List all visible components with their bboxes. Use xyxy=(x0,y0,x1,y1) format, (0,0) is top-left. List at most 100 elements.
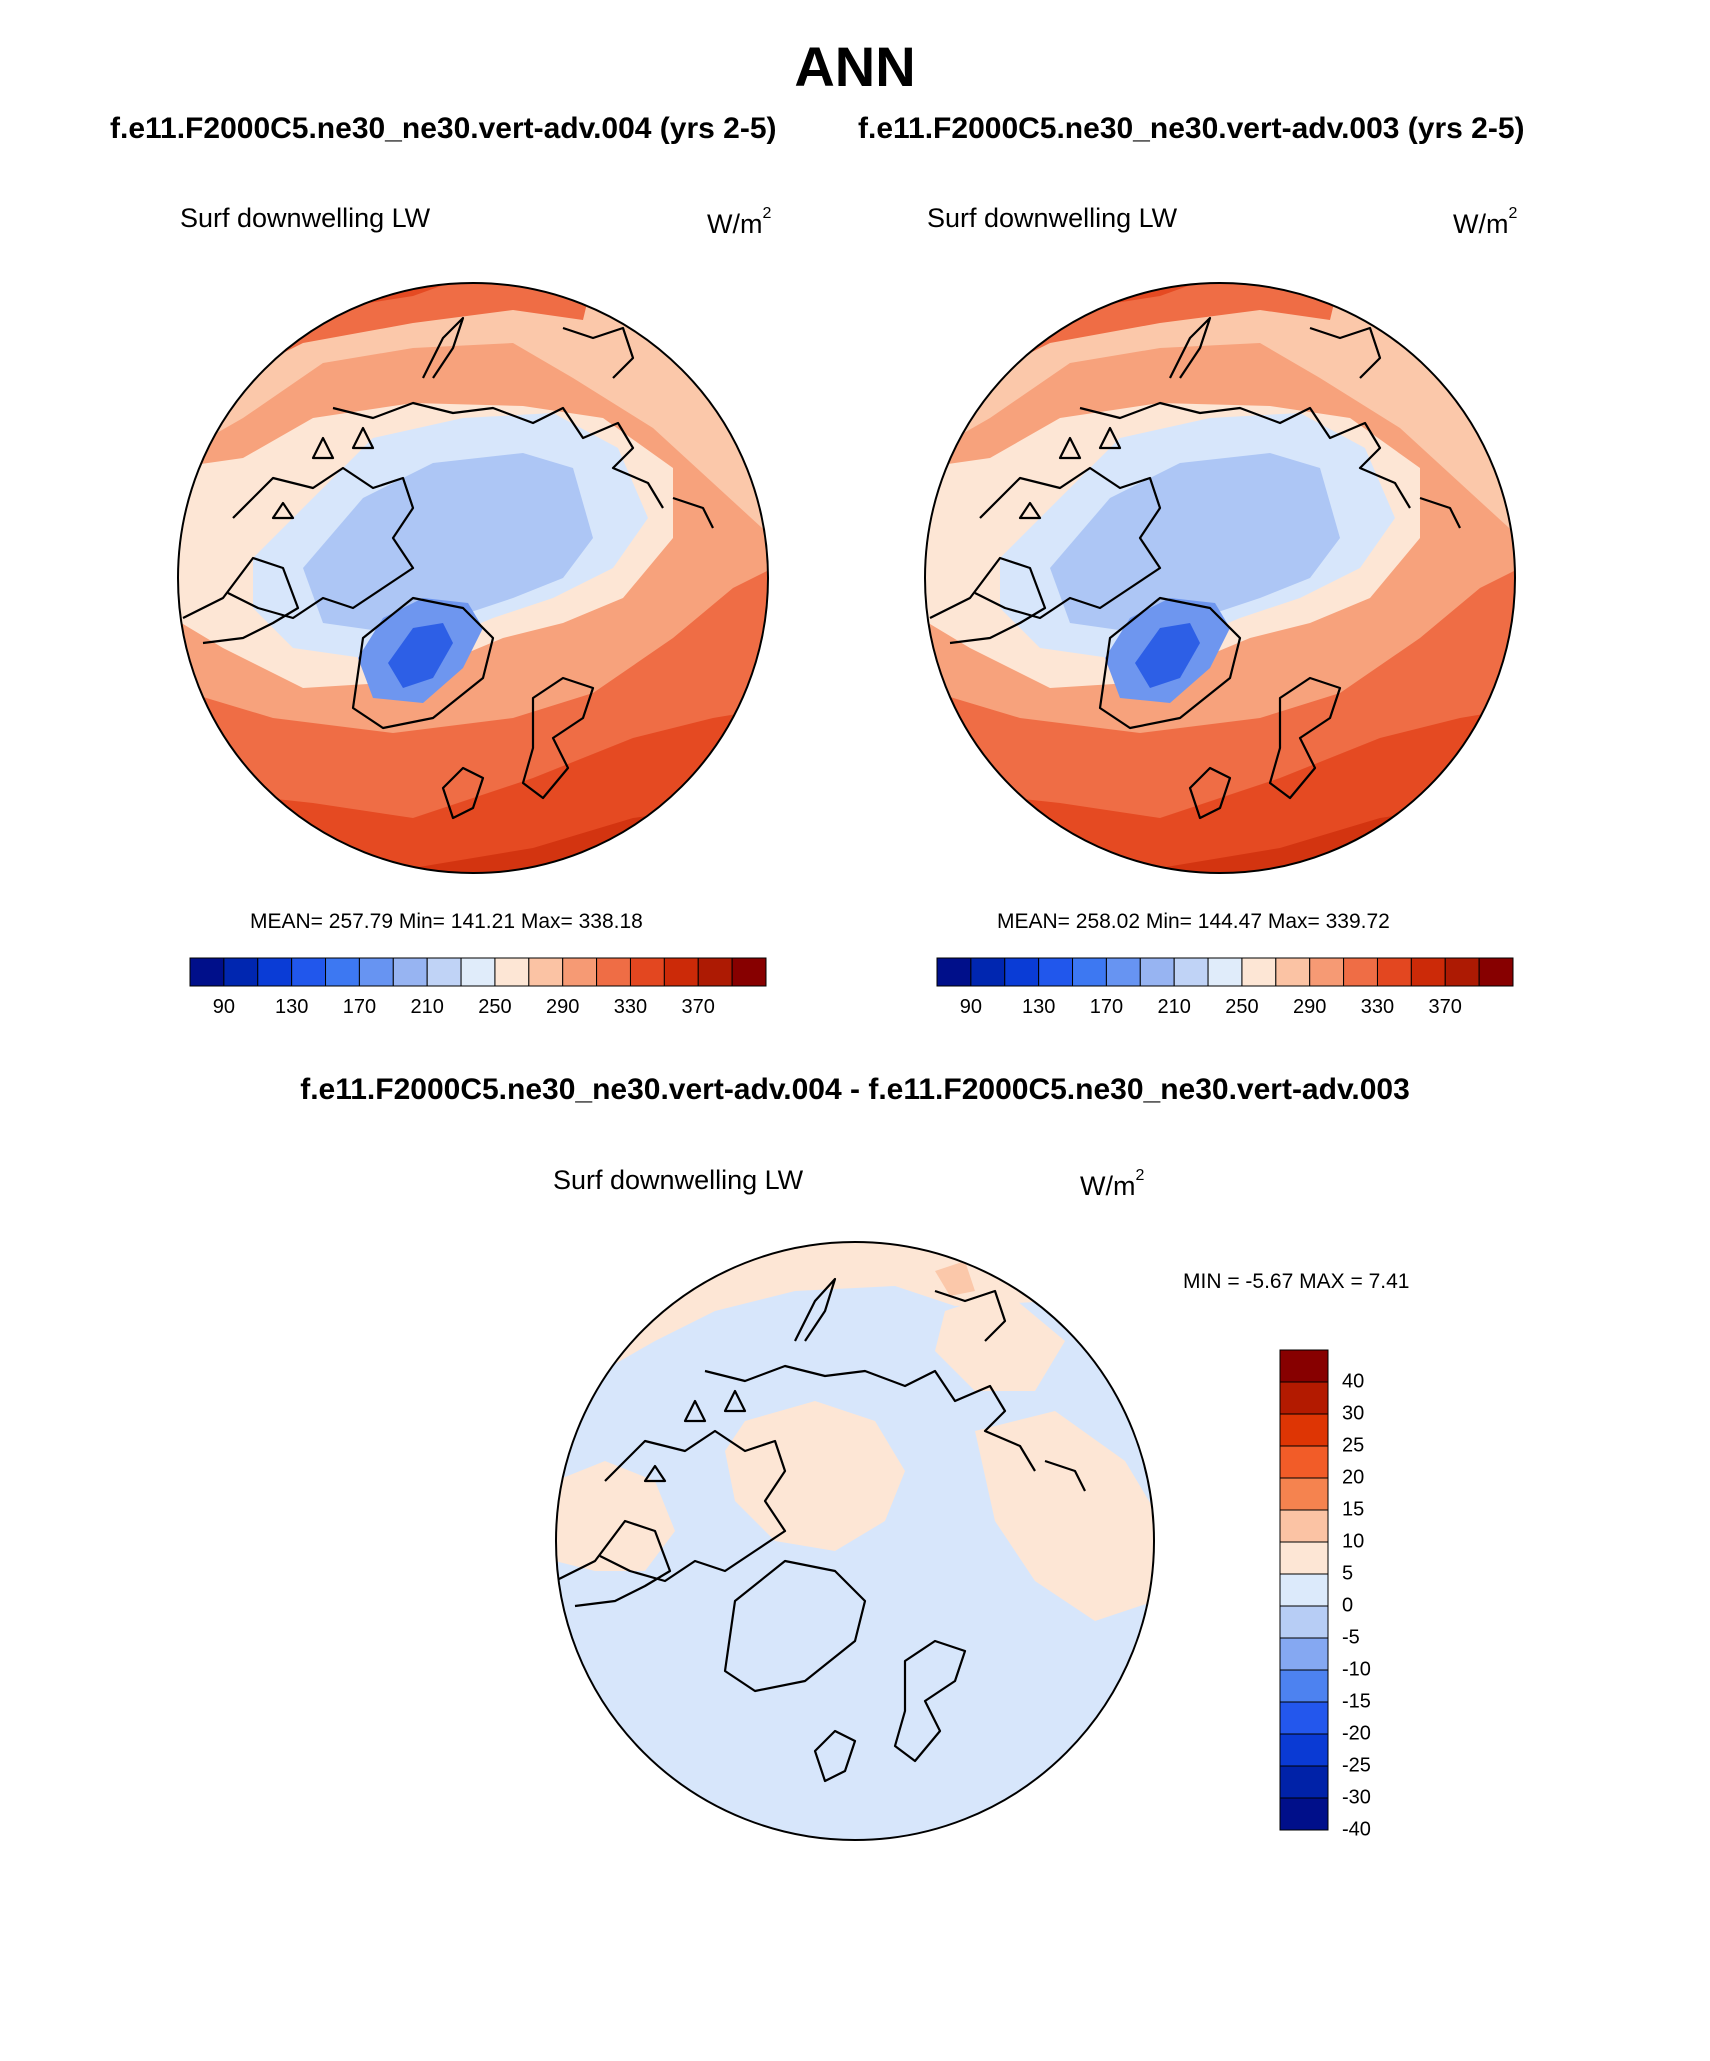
panel3-stats: MIN = -5.67 MAX = 7.41 xyxy=(1183,1270,1410,1293)
colorbar-box xyxy=(1038,957,1074,987)
colorbar-box xyxy=(1279,1381,1329,1415)
colorbar-box xyxy=(257,957,293,987)
colorbar-box xyxy=(358,957,394,987)
colorbar-box xyxy=(460,957,496,987)
colorbar-tick-label: 330 xyxy=(1360,996,1395,1018)
colorbar-tick-label: 30 xyxy=(1342,1402,1365,1425)
colorbar-tick-label: 20 xyxy=(1342,1466,1365,1489)
case-title-left: f.e11.F2000C5.ne30_ne30.vert-adv.004 (yr… xyxy=(110,112,777,145)
colorbar-box xyxy=(1279,1765,1329,1799)
colorbar-box xyxy=(291,957,327,987)
panel2-stats: MEAN= 258.02 Min= 144.47 Max= 339.72 xyxy=(997,910,1390,933)
colorbar-box xyxy=(1279,1701,1329,1735)
colorbar-box xyxy=(1105,957,1141,987)
map-panel2 xyxy=(920,278,1520,878)
colorbar-box xyxy=(1279,1573,1329,1607)
colorbar-tick-label: 130 xyxy=(1021,996,1056,1018)
colorbar-tick-label: -15 xyxy=(1342,1690,1371,1713)
panel3-variable-label: Surf downwelling LW xyxy=(553,1165,804,1195)
main-title: ANN xyxy=(794,35,916,98)
map-panel1 xyxy=(173,278,773,878)
panel2-units: W/m2 xyxy=(1453,205,1518,239)
colorbar-box xyxy=(325,957,360,987)
colorbar-box xyxy=(1410,957,1446,987)
panel1-units: W/m2 xyxy=(707,205,772,239)
colorbar-box xyxy=(1279,1637,1329,1671)
colorbar-box xyxy=(1275,957,1311,987)
colorbar-box xyxy=(1241,957,1277,987)
colorbar-box xyxy=(1207,957,1243,987)
colorbar-panel3 xyxy=(1279,1349,1329,1831)
colorbar-tick-label: 40 xyxy=(1342,1370,1365,1393)
colorbar-box xyxy=(1279,1477,1329,1511)
colorbar-box xyxy=(1309,957,1345,987)
colorbar-box xyxy=(1279,1605,1329,1639)
colorbar-box xyxy=(494,957,530,987)
colorbar-tick-label: 10 xyxy=(1342,1530,1365,1553)
colorbar-box xyxy=(1139,957,1175,987)
colorbar-tick-label: 15 xyxy=(1342,1498,1365,1521)
colorbar-tick-label: 250 xyxy=(478,996,512,1018)
colorbar-tick-label: 0 xyxy=(1342,1594,1354,1617)
colorbar-tick-label: 5 xyxy=(1342,1562,1354,1585)
colorbar-tick-label: -30 xyxy=(1342,1786,1371,1809)
colorbar-box xyxy=(1444,957,1480,987)
colorbar-box xyxy=(392,957,428,987)
colorbar-box xyxy=(1173,957,1209,987)
colorbar-tick-label: -10 xyxy=(1342,1658,1371,1681)
colorbar-box xyxy=(1478,957,1514,987)
colorbar-tick-label: 90 xyxy=(212,996,235,1018)
panel1-stats: MEAN= 257.79 Min= 141.21 Max= 338.18 xyxy=(250,910,643,933)
colorbar-box xyxy=(1279,1797,1329,1831)
panel3-units: W/m2 xyxy=(1080,1167,1145,1201)
colorbar-tick-label: 250 xyxy=(1225,996,1259,1018)
colorbar-panel2 xyxy=(936,957,1514,987)
colorbar-box xyxy=(1343,957,1378,987)
colorbar-tick-label: 290 xyxy=(546,996,580,1018)
colorbar-box xyxy=(562,957,598,987)
colorbar-box xyxy=(970,957,1006,987)
colorbar-box xyxy=(1279,1413,1329,1447)
colorbar-box xyxy=(1279,1541,1329,1575)
colorbar-box xyxy=(1279,1445,1329,1479)
colorbar-box xyxy=(697,957,733,987)
colorbar-box xyxy=(936,957,972,987)
colorbar-tick-label: -25 xyxy=(1342,1754,1371,1777)
colorbar-tick-label: -40 xyxy=(1342,1818,1371,1841)
colorbar-panel1 xyxy=(189,957,767,987)
colorbar-tick-label: 90 xyxy=(959,996,982,1018)
colorbar-box xyxy=(629,957,665,987)
panel1-variable-label: Surf downwelling LW xyxy=(180,203,431,233)
colorbar-tick-label: -20 xyxy=(1342,1722,1371,1745)
colorbar-box xyxy=(1279,1509,1329,1543)
colorbar-tick-label: 370 xyxy=(1428,996,1462,1018)
diff-title: f.e11.F2000C5.ne30_ne30.vert-adv.004 - f… xyxy=(300,1073,1410,1106)
colorbar-tick-label: 25 xyxy=(1342,1434,1365,1457)
colorbar-box xyxy=(1279,1733,1329,1767)
colorbar-box xyxy=(1072,957,1107,987)
colorbar-tick-label: 370 xyxy=(681,996,715,1018)
colorbar-box xyxy=(1279,1669,1329,1703)
colorbar-box xyxy=(528,957,564,987)
colorbar-box xyxy=(426,957,462,987)
colorbar-tick-label: 210 xyxy=(1157,996,1191,1018)
map-panel3 xyxy=(555,1241,1155,1841)
colorbar-tick-label: -5 xyxy=(1342,1626,1360,1649)
panel2-variable-label: Surf downwelling LW xyxy=(927,203,1178,233)
colorbar-tick-label: 290 xyxy=(1293,996,1327,1018)
colorbar-tick-label: 330 xyxy=(613,996,648,1018)
colorbar-box xyxy=(1004,957,1040,987)
colorbar-box xyxy=(731,957,767,987)
case-title-right: f.e11.F2000C5.ne30_ne30.vert-adv.003 (yr… xyxy=(858,112,1525,145)
colorbar-tick-label: 130 xyxy=(274,996,309,1018)
colorbar-box xyxy=(223,957,259,987)
colorbar-tick-label: 210 xyxy=(410,996,444,1018)
colorbar-tick-label: 170 xyxy=(342,996,377,1018)
colorbar-box xyxy=(1279,1349,1329,1383)
colorbar-box xyxy=(189,957,225,987)
colorbar-box xyxy=(1376,957,1412,987)
colorbar-tick-label: 170 xyxy=(1089,996,1124,1018)
colorbar-box xyxy=(663,957,699,987)
colorbar-box xyxy=(596,957,631,987)
